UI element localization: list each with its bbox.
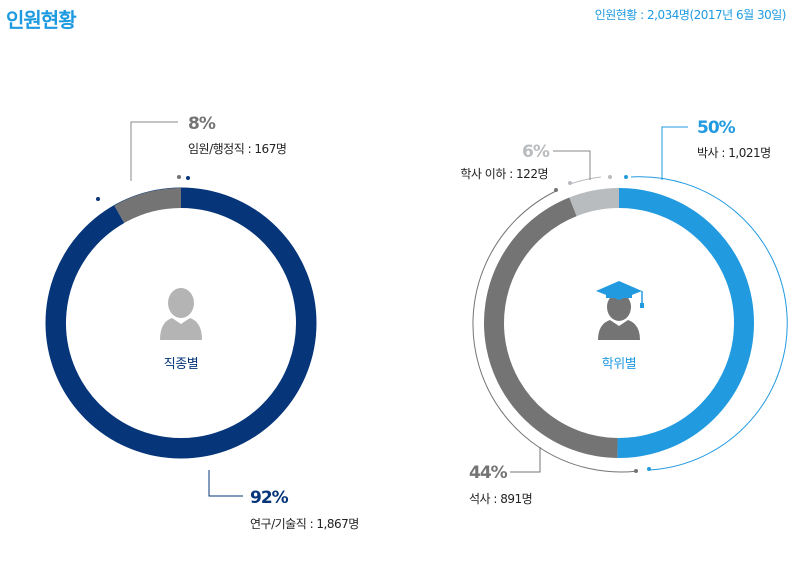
- slice-job-1: [46, 188, 316, 458]
- label-master-name: 석사: [469, 492, 491, 506]
- callout-dot-master-b: [634, 469, 638, 473]
- callout-dot-admin: [177, 175, 181, 179]
- headcount-summary: 인원현황 : 2,034명(2017년 6월 30일): [594, 6, 787, 23]
- graduate-icon: [596, 281, 644, 340]
- label-bachelor-value: 122명: [516, 167, 548, 181]
- outer-arc-master: [472, 190, 639, 473]
- callout-dot-bachelor: [568, 181, 572, 185]
- donut-degree: 학위별 50% 박사 : 1,021명 6% 학사 이하 : 122명 44% …: [460, 118, 788, 506]
- callout-dot-master: [554, 188, 558, 192]
- label-doctor-value: 1,021명: [728, 146, 770, 160]
- slice-degree-1: [484, 197, 618, 458]
- label-research-name: 연구/기술직: [250, 517, 306, 531]
- percent-research: 92%: [250, 488, 289, 508]
- percent-master: 44%: [469, 463, 508, 483]
- slice-degree-2: [569, 188, 620, 217]
- callout-line-research: [208, 470, 243, 497]
- slices-degree: [484, 188, 754, 458]
- chart-title-degree: 학위별: [602, 357, 636, 372]
- label-admin-value: 167명: [254, 142, 286, 156]
- callout-dot-doctor: [624, 175, 628, 179]
- percent-bachelor: 6%: [522, 142, 550, 162]
- percent-doctor: 50%: [697, 118, 736, 138]
- label-master: 석사 : 891명: [469, 492, 532, 506]
- person-icon: [160, 288, 202, 340]
- callout-line-admin: [130, 121, 178, 181]
- label-research-value: 1,867명: [316, 517, 358, 531]
- label-bachelor: 학사 이하 : 122명: [460, 167, 548, 181]
- callout-dot-admin-b: [186, 176, 190, 180]
- callout-line-doctor: [661, 126, 688, 180]
- summary-date: (2017년 6월 30일): [689, 8, 786, 22]
- page-title: 인원현황: [6, 8, 77, 32]
- label-doctor: 박사 : 1,021명: [697, 146, 771, 160]
- summary-total: 2,034명: [647, 8, 690, 22]
- label-bachelor-name: 학사 이하: [460, 167, 506, 181]
- slice-job-0: [114, 188, 182, 224]
- outer-arc-doctor: [630, 176, 788, 471]
- summary-prefix: 인원현황 :: [594, 8, 648, 22]
- outer-arc-bachelor: [569, 176, 602, 185]
- chart-title-job: 직종별: [164, 357, 198, 372]
- callout-line-bachelor: [553, 150, 591, 180]
- percent-admin: 8%: [188, 114, 216, 134]
- callout-dot-bachelor-b: [608, 175, 612, 179]
- callout-line-master: [510, 447, 541, 473]
- slice-degree-0: [617, 188, 754, 458]
- callout-dot-doctor-b: [647, 467, 651, 471]
- slices-job: [46, 188, 316, 458]
- label-doctor-name: 박사: [697, 146, 719, 160]
- label-admin: 임원/행정직 : 167명: [188, 141, 286, 156]
- label-admin-name: 임원/행정직: [188, 141, 244, 156]
- donut-job-type: 직종별 8% 임원/행정직 : 167명 92% 연구/기술직 : 1,867명: [45, 114, 359, 531]
- label-master-value: 891명: [500, 492, 532, 506]
- label-research: 연구/기술직 : 1,867명: [250, 517, 359, 531]
- callout-dot-admin-c: [96, 197, 100, 201]
